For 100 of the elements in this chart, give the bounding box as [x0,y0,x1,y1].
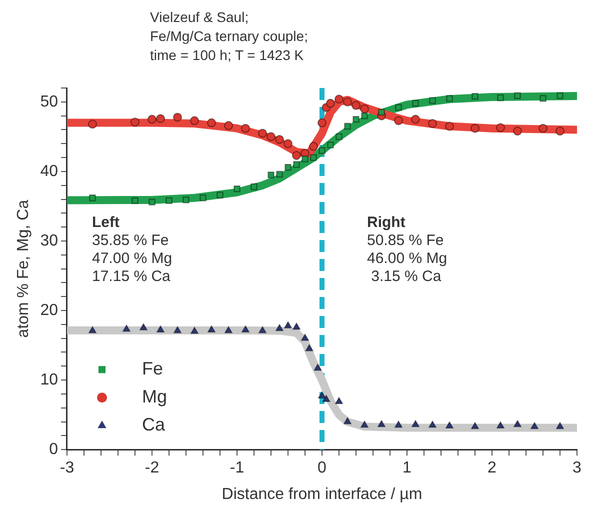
point [496,123,505,132]
point [89,194,96,202]
point [122,324,130,332]
y-tick-label: 40 [40,162,58,180]
point [378,109,385,116]
x-tick-label: -1 [230,460,244,477]
x-tick-label: 1 [402,460,412,477]
point [336,133,342,140]
point [446,95,453,102]
point [190,116,199,126]
legend-label: Fe [142,358,164,379]
point [140,323,148,330]
point [394,420,402,428]
point [378,420,386,428]
point [224,121,233,130]
point [148,114,156,124]
y-tick-label: 10 [40,371,58,388]
y-tick-label: 20 [40,302,58,319]
legend-label: Ca [142,414,166,435]
point [224,326,232,334]
point [428,420,436,428]
point [156,114,165,124]
x-tick-label: 3 [572,460,582,477]
point [258,326,266,334]
point [318,147,326,154]
point [446,421,454,428]
point [314,364,322,371]
y-tick-label: 30 [40,232,58,250]
y-tick-label: 0 [49,441,58,458]
point [310,154,317,161]
point [216,192,224,198]
point [88,326,96,334]
point [275,134,284,144]
point [182,196,190,204]
point [344,122,351,130]
point [242,325,250,332]
point [173,112,182,122]
point [326,98,335,108]
point [429,97,436,104]
point [292,150,301,160]
x-axis-title: Distance from interface / µm [222,486,422,503]
point [470,124,480,133]
point [234,186,240,192]
point [305,344,314,352]
point [361,112,368,120]
point [471,422,479,430]
point [268,172,274,178]
point [258,128,267,138]
point [292,322,300,330]
point [395,104,402,111]
point [540,95,546,102]
point [538,124,548,133]
point [352,100,360,110]
point [497,94,504,102]
legend-label: Mg [142,386,168,407]
point [514,92,521,99]
point [284,139,292,148]
point [530,422,538,430]
point [428,118,437,128]
point [309,142,318,151]
point [208,325,216,332]
y-axis-title: atom % Fe, Mg, Ca [15,200,32,338]
point [241,124,250,133]
point [472,93,478,100]
point [318,118,326,128]
point [334,94,344,104]
point [132,197,138,204]
point [284,164,292,171]
point [327,142,334,148]
point [266,132,276,142]
point [496,421,504,428]
point [343,97,352,106]
point [318,392,326,399]
point [276,324,284,332]
point [411,114,420,124]
annotation: Right 50.85 % Fe 46.00 % Mg 3.15 % Ca [367,214,448,286]
point [301,334,309,341]
point [190,326,198,334]
point [556,92,564,99]
point [174,326,182,334]
point [156,325,164,332]
point [445,122,454,131]
point [514,420,522,428]
point [276,170,283,178]
x-tick-label: -3 [60,460,74,477]
point [207,118,216,128]
point [556,126,564,136]
point [360,104,369,114]
y-tick-label: 50 [40,93,58,110]
point [302,156,308,162]
point [148,198,156,206]
x-tick-label: -2 [144,460,160,477]
point [200,194,206,202]
annotation: Left 35.85 % Fe 47.00 % Mg 17.15 % Ca [92,214,172,286]
x-tick-label: 2 [488,460,497,477]
point [250,183,258,190]
point [352,116,360,123]
point [130,118,140,127]
point [360,420,368,428]
point [284,321,292,328]
